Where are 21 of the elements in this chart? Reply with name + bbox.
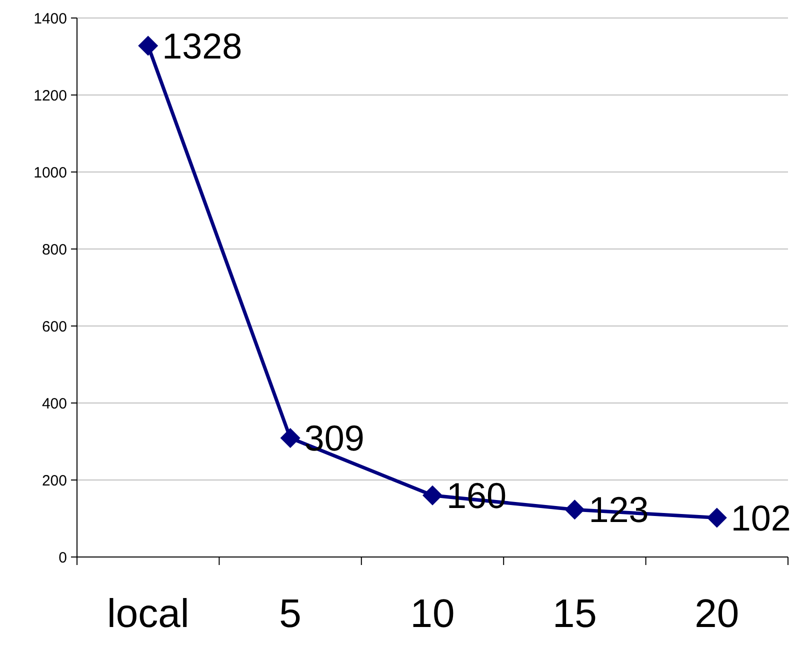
y-tick-label: 200 <box>42 472 67 490</box>
point <box>564 500 585 520</box>
y-tick-label: 400 <box>42 395 67 412</box>
y-tick-label: 1000 <box>34 164 67 182</box>
y-tick-label: 800 <box>42 241 67 258</box>
x-tick-label: 15 <box>552 592 597 636</box>
data-label: 102 <box>730 497 791 538</box>
y-tick-label: 600 <box>42 318 67 336</box>
point <box>280 428 300 448</box>
point <box>706 508 727 528</box>
data-label: 1328 <box>162 25 242 66</box>
data-label: 309 <box>304 418 364 459</box>
x-tick-label: 5 <box>279 592 302 636</box>
x-tick-label: 10 <box>410 592 455 636</box>
x-tick-label: local <box>106 592 190 636</box>
y-tick-label: 1200 <box>34 87 67 104</box>
y-tick-label: 1400 <box>34 10 67 28</box>
point <box>422 485 442 506</box>
x-tick-label: 20 <box>694 592 740 636</box>
y-tick-label: 0 <box>58 549 67 566</box>
point <box>138 36 158 56</box>
